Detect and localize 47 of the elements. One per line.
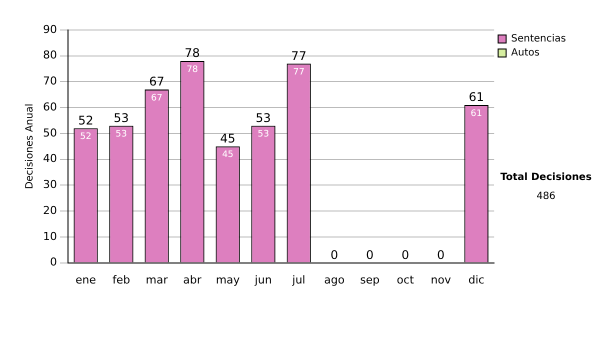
y-tick-label: 60 [42, 100, 57, 114]
total-label: 52 [78, 113, 94, 128]
x-tick-label: may [216, 273, 240, 286]
data-label: 78 [186, 64, 198, 75]
total-label: 78 [184, 46, 200, 60]
data-label: 61 [470, 108, 482, 119]
x-tick-label: dic [468, 273, 484, 286]
data-label: 45 [222, 150, 234, 160]
total-label: 0 [366, 248, 374, 262]
data-label: 53 [258, 130, 270, 140]
data-label: 52 [80, 132, 92, 142]
x-tick-label: feb [112, 273, 130, 286]
legend-label: Autos [511, 48, 540, 59]
x-tick-label: oct [396, 273, 415, 286]
y-tick-label: 80 [42, 48, 57, 62]
y-tick-label: 30 [42, 178, 57, 192]
data-label: 67 [151, 93, 163, 104]
y-tick-label: 90 [42, 22, 57, 36]
total-label: 67 [149, 74, 164, 89]
total-label: 53 [114, 110, 129, 125]
x-tick-label: ago [324, 273, 345, 286]
total-label: 0 [437, 248, 445, 262]
y-tick-label: 20 [42, 204, 57, 217]
legend-label: Sentencias [511, 34, 566, 45]
total-label: 0 [402, 248, 410, 262]
x-tick-label: mar [146, 273, 168, 286]
x-tick-label: jun [254, 273, 272, 286]
y-tick-label: 70 [42, 74, 57, 88]
y-tick-label: 50 [42, 126, 57, 140]
total-label: 77 [291, 48, 306, 63]
text: Total Decisiones [499, 172, 593, 183]
x-tick-label: sep [360, 273, 380, 286]
x-tick-label: nov [430, 273, 452, 286]
total-label: 45 [220, 132, 236, 146]
data-label: 77 [293, 67, 305, 78]
y-tick-label: 10 [42, 230, 57, 243]
y-tick-label: 0 [50, 256, 57, 269]
y-tick-label: 40 [42, 152, 57, 166]
total-label: 0 [330, 248, 338, 262]
text: 486 [535, 191, 557, 202]
x-tick-label: jul [291, 273, 306, 286]
x-tick-label: ene [75, 273, 96, 286]
y-axis-title: Decisiones Anual [24, 104, 36, 190]
total-label: 61 [468, 90, 484, 104]
data-label: 53 [116, 130, 127, 140]
total-label: 53 [256, 110, 271, 125]
x-tick-label: abr [183, 273, 202, 286]
